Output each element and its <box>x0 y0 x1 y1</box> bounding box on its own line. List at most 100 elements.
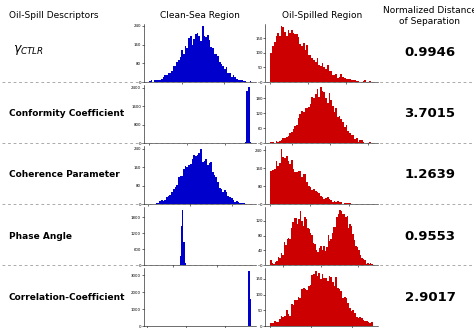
Bar <box>328 199 330 204</box>
Bar <box>308 186 310 204</box>
Bar <box>298 297 300 326</box>
Bar <box>294 300 296 326</box>
Text: Normalized Distance
of Separation: Normalized Distance of Separation <box>383 6 474 26</box>
Bar <box>352 310 354 326</box>
Bar <box>342 77 344 82</box>
Bar <box>161 200 163 204</box>
Bar <box>357 318 359 326</box>
Bar <box>361 257 363 265</box>
Bar <box>185 263 186 265</box>
Bar <box>349 203 351 204</box>
Bar <box>274 321 275 326</box>
Bar <box>325 251 326 265</box>
Bar <box>365 321 366 326</box>
Bar <box>313 60 315 82</box>
Bar <box>339 289 340 326</box>
Bar <box>203 161 205 204</box>
Bar <box>219 62 220 82</box>
Bar <box>318 97 320 143</box>
Bar <box>340 119 342 143</box>
Bar <box>275 262 276 265</box>
Bar <box>195 156 197 204</box>
Bar <box>234 77 236 82</box>
Bar <box>274 169 275 204</box>
Bar <box>286 36 288 82</box>
Text: 0.9553: 0.9553 <box>404 230 456 242</box>
Bar <box>171 193 173 204</box>
Bar <box>354 80 356 82</box>
Bar <box>356 317 357 326</box>
Bar <box>272 263 273 265</box>
Bar <box>243 81 245 82</box>
Bar <box>360 255 361 265</box>
Bar <box>195 34 197 82</box>
Bar <box>231 76 233 82</box>
Bar <box>325 277 327 326</box>
Bar <box>180 57 182 82</box>
Bar <box>310 285 311 326</box>
Bar <box>246 91 248 143</box>
Bar <box>228 196 229 204</box>
Bar <box>300 114 301 143</box>
Bar <box>370 263 372 265</box>
Bar <box>283 27 284 82</box>
Bar <box>315 191 317 204</box>
Bar <box>339 116 340 143</box>
Bar <box>354 139 356 143</box>
Bar <box>335 277 337 326</box>
Bar <box>205 159 207 204</box>
Bar <box>320 279 322 326</box>
Bar <box>193 39 195 82</box>
Text: Oil-Spilled Region: Oil-Spilled Region <box>282 11 362 20</box>
Bar <box>329 241 330 265</box>
Bar <box>288 314 289 326</box>
Bar <box>279 36 281 82</box>
Bar <box>334 74 335 82</box>
Bar <box>351 80 352 82</box>
Bar <box>233 75 234 82</box>
Bar <box>168 196 169 204</box>
Bar <box>332 106 334 143</box>
Bar <box>371 322 373 326</box>
Bar <box>337 117 339 143</box>
Bar <box>273 264 275 265</box>
Bar <box>347 303 349 326</box>
Bar <box>159 80 161 82</box>
Bar <box>182 210 183 265</box>
Text: Phase Angle: Phase Angle <box>9 232 72 240</box>
Bar <box>197 155 199 204</box>
Bar <box>311 235 313 265</box>
Bar <box>284 32 286 82</box>
Bar <box>224 190 226 204</box>
Bar <box>188 38 190 82</box>
Bar <box>176 185 178 204</box>
Bar <box>277 166 279 204</box>
Bar <box>248 88 250 143</box>
Bar <box>241 203 243 204</box>
Bar <box>325 198 327 204</box>
Bar <box>210 162 212 204</box>
Bar <box>363 320 365 326</box>
Bar <box>357 142 359 143</box>
Bar <box>354 240 356 265</box>
Bar <box>315 94 317 143</box>
Bar <box>277 322 279 326</box>
Bar <box>186 167 188 204</box>
Bar <box>339 76 340 82</box>
Bar <box>236 201 237 204</box>
Bar <box>190 164 191 204</box>
Bar <box>199 36 200 82</box>
Bar <box>297 224 298 265</box>
Bar <box>306 219 307 265</box>
Bar <box>272 46 274 82</box>
Bar <box>327 281 328 326</box>
Bar <box>295 218 297 265</box>
Bar <box>298 117 300 143</box>
Bar <box>351 135 352 143</box>
Bar <box>300 212 301 265</box>
Bar <box>305 174 306 204</box>
Bar <box>168 73 169 82</box>
Bar <box>292 129 294 143</box>
Bar <box>322 92 323 143</box>
Bar <box>364 260 365 265</box>
